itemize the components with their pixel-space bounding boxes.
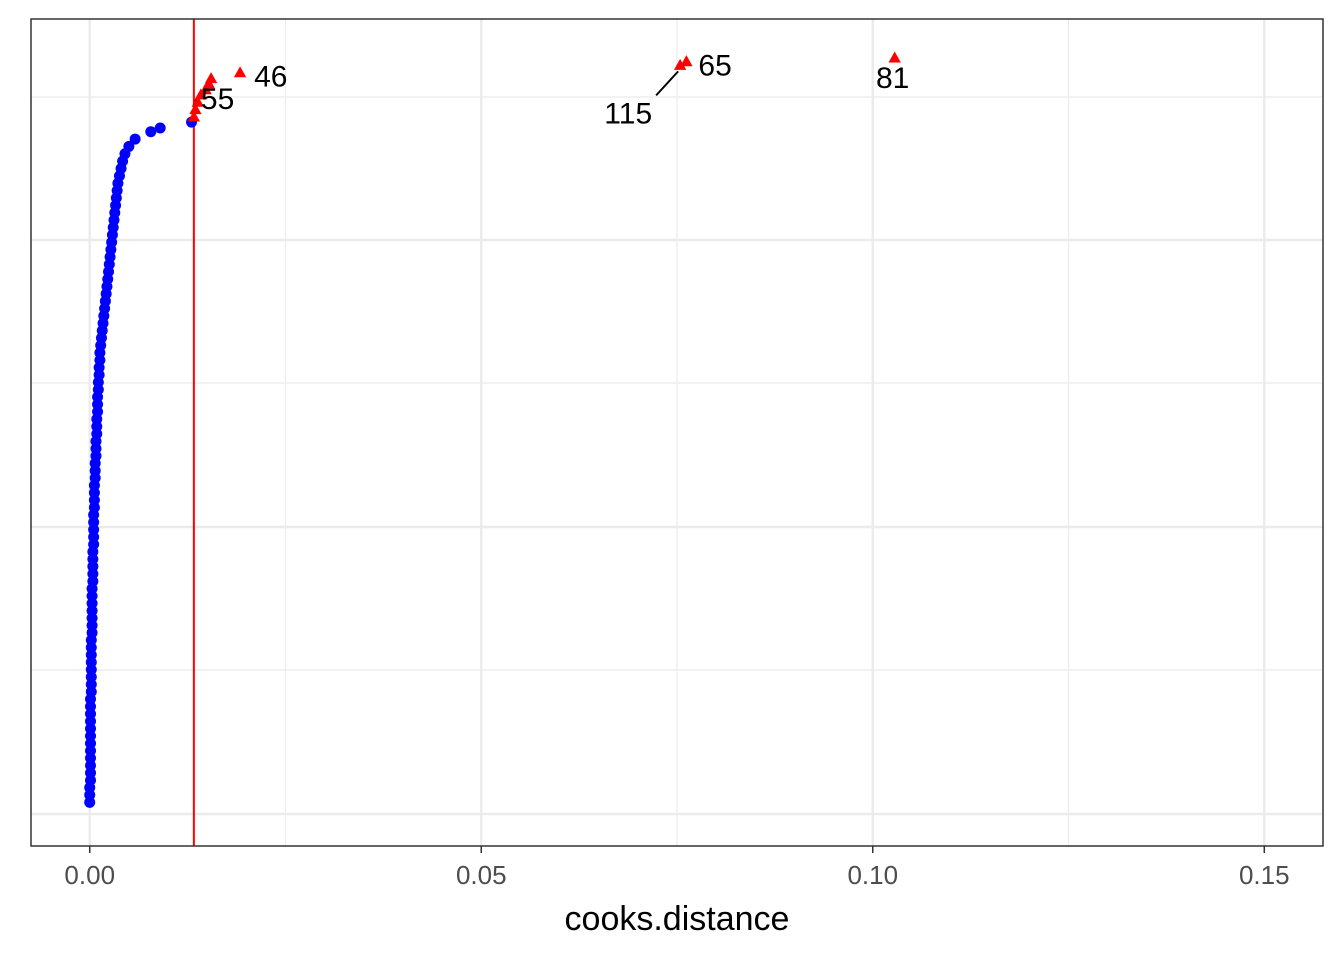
point-labels: 55 46 115 65 81 [201, 50, 909, 131]
point-label: 46 [254, 61, 287, 94]
label-connector [655, 70, 679, 97]
x-tick-label: 0.00 [64, 860, 115, 890]
data-points [84, 51, 901, 808]
x-tick-label: 0.10 [847, 860, 898, 890]
x-axis-tick-labels: 0.00 0.05 0.10 0.15 [64, 860, 1289, 890]
data-point [129, 133, 141, 145]
influential-point [204, 72, 218, 84]
x-tick-label: 0.15 [1239, 860, 1290, 890]
influential-point [189, 103, 202, 115]
data-point [145, 126, 157, 138]
data-point [123, 140, 135, 152]
influential-point [233, 66, 247, 78]
x-axis-title: cooks.distance [565, 900, 790, 938]
influential-point [187, 110, 201, 122]
point-label: 81 [876, 62, 909, 95]
point-label: 65 [698, 50, 731, 83]
minor-gridlines [31, 19, 1323, 846]
influential-point [888, 51, 901, 63]
influential-point [191, 95, 204, 107]
point-label: 55 [201, 83, 234, 116]
x-tick-label: 0.05 [456, 860, 507, 890]
point-label: 115 [604, 97, 652, 130]
panel-border [30, 18, 1324, 847]
influential-point [673, 58, 687, 70]
influential-point [680, 55, 693, 67]
data-point [154, 122, 166, 134]
influential-point [199, 83, 212, 95]
x-axis-ticks [88, 846, 1266, 853]
